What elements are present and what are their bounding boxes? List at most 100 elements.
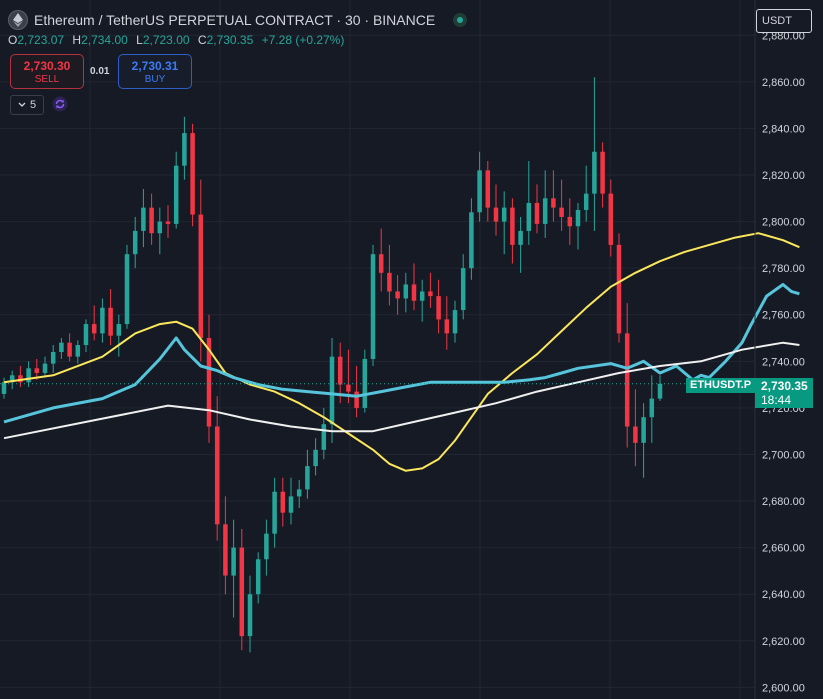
candle-body [50,352,56,364]
low-value: 2,723.00 [142,33,190,47]
candle-body [501,207,507,222]
y-tick-label: 2,620.00 [762,636,805,648]
candle-body [567,216,573,227]
currency-select[interactable]: USDT [756,9,812,33]
symbol-title[interactable]: Ethereum / TetherUS PERPETUAL CONTRACT ·… [34,12,436,28]
candle-body [288,496,294,513]
candle-body [419,291,425,301]
candle-body [542,198,548,224]
y-tick-label: 2,680.00 [762,496,805,508]
candle-body [141,207,146,231]
sell-price: 2,730.30 [23,58,71,73]
moving-average-lines [3,232,800,472]
candle-body [280,491,286,513]
candle-body [149,207,154,234]
candle-body [616,244,622,334]
last-price-value: 2,730.35 [761,379,808,393]
candle-body [657,383,663,399]
candle-body [428,291,433,297]
candle-body [157,221,163,234]
candle-body [223,524,228,576]
candle-body [378,254,384,273]
y-tick-label: 2,780.00 [762,263,805,275]
candle-body [18,375,23,383]
candle-body [9,375,15,383]
indicators-toggle-button[interactable]: 5 [10,95,44,115]
candle-body [395,291,400,299]
candle-body [190,133,195,215]
sell-button[interactable]: 2,730.30 SELL [10,54,84,89]
candle-body [411,284,417,301]
y-tick-label: 2,800.00 [762,217,805,229]
spread-value: 0.01 [90,66,110,77]
open-label: O [8,33,18,47]
y-tick-label: 2,660.00 [762,543,805,555]
buy-button[interactable]: 2,730.31 BUY [118,54,192,89]
candle-body [42,363,48,373]
candle-body [534,202,540,224]
candle-body [173,165,179,224]
candle-body [206,338,212,427]
candle-body [600,151,605,194]
candle-body [477,170,482,213]
candle-body [165,221,171,224]
candle-body [67,342,72,357]
candle-body [452,310,458,334]
buy-label: BUY [144,73,166,85]
candle-body [633,426,638,443]
candle-body [231,547,236,576]
candle-body [387,272,392,292]
candle-body [26,368,31,383]
chart-legend: Ethereum / TetherUS PERPETUAL CONTRACT ·… [8,10,468,30]
candle-body [34,368,40,373]
candle-body [108,307,113,336]
bar-countdown: 18:44 [761,393,792,407]
candle-body [264,533,269,560]
open-value: 2,723.07 [17,33,65,47]
candle-body [354,391,359,408]
candle-body [247,594,253,637]
candle-body [239,547,245,637]
candle-body [91,324,97,334]
y-tick-label: 2,600.00 [762,682,805,694]
moving-average-line [3,283,800,424]
candle-body [575,209,581,227]
candle-body [124,254,130,325]
candlestick-series [1,77,663,653]
candle-body [370,254,376,359]
candle-body [436,296,441,320]
last-price-label: 2,730.35 18:44 [755,378,813,408]
live-status-dot-icon [453,13,468,27]
candle-body [75,345,81,357]
y-tick-label: 2,640.00 [762,589,805,601]
moving-average-line [3,232,800,472]
candle-body [214,426,220,525]
sync-icon[interactable] [52,96,68,112]
low-label: L [136,33,143,47]
candle-body [313,449,318,467]
indicator-count: 5 [29,99,37,111]
candle-body [329,356,335,425]
candle-body [469,212,474,269]
chevron-down-icon [18,102,26,107]
moving-average-line [3,341,800,440]
candle-body [460,268,466,311]
candle-body [321,424,327,450]
y-tick-label: 2,820.00 [762,170,805,182]
candle-body [100,307,105,334]
ethereum-logo-icon [8,10,28,30]
y-tick-label: 2,840.00 [762,123,805,135]
candle-body [444,319,450,334]
sell-label: SELL [34,73,60,85]
candle-body [510,207,515,245]
close-label: C [197,33,207,47]
price-axis[interactable]: 2,880.00 2,860.00 2,840.00 2,820.00 2,800.00… [762,30,805,694]
candle-body [198,214,204,339]
y-tick-label: 2,740.00 [762,356,805,368]
candle-body [83,324,89,346]
candle-body [255,559,261,595]
candle-body [305,466,310,490]
y-tick-label: 2,760.00 [762,310,805,322]
